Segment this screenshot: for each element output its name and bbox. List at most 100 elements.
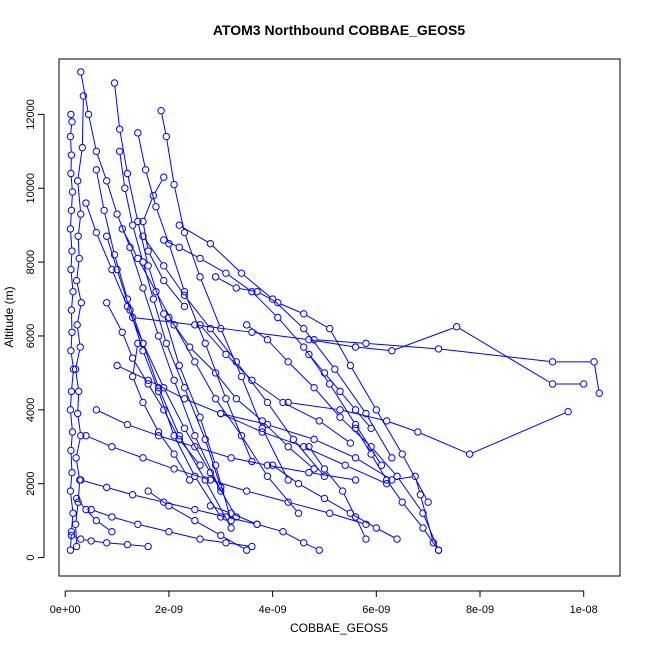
data-point — [108, 443, 116, 451]
data-point — [320, 472, 329, 480]
series-segment — [312, 339, 353, 347]
series-segment — [175, 456, 189, 478]
data-point — [121, 184, 129, 192]
series-segment — [206, 346, 226, 396]
series-segment — [107, 305, 122, 330]
series-segment — [331, 386, 355, 422]
data-point — [305, 335, 313, 344]
data-point — [84, 110, 93, 119]
data-point — [305, 468, 313, 477]
data-point — [108, 527, 116, 536]
data-point — [253, 520, 261, 528]
data-point — [77, 68, 85, 76]
series-37 — [139, 173, 189, 311]
series-segment — [74, 536, 78, 539]
series-36 — [72, 494, 116, 536]
series-segment — [198, 447, 228, 458]
data-point — [227, 454, 235, 462]
series-segment — [165, 268, 183, 293]
series-segment — [170, 320, 188, 345]
series-20 — [139, 232, 329, 480]
data-point — [139, 217, 147, 226]
series-segment — [77, 151, 83, 178]
data-point — [346, 361, 355, 370]
data-point — [76, 343, 84, 351]
data-point — [73, 177, 82, 185]
data-point — [67, 206, 76, 215]
series-segment — [239, 288, 254, 292]
series-segment — [224, 413, 265, 425]
series-segment — [221, 331, 241, 374]
data-point — [206, 476, 215, 484]
series-segment — [186, 297, 209, 327]
data-point — [66, 546, 75, 554]
series-segment — [141, 524, 166, 532]
series-segment — [229, 517, 254, 524]
series-segment — [115, 447, 140, 458]
series-35 — [67, 531, 152, 551]
series-segment — [238, 400, 260, 419]
data-point — [134, 339, 142, 348]
data-point — [92, 228, 101, 237]
data-point — [338, 487, 347, 495]
data-point — [77, 535, 85, 543]
data-point — [227, 524, 235, 532]
series-segment — [243, 438, 266, 474]
data-point — [110, 251, 119, 259]
series-segment — [138, 136, 146, 167]
data-point — [67, 347, 75, 355]
data-point — [157, 107, 165, 115]
data-point — [367, 443, 375, 451]
data-point — [165, 527, 173, 536]
series-segment — [70, 335, 73, 348]
series-segment — [130, 425, 156, 435]
data-point — [372, 406, 381, 414]
series-31 — [128, 339, 194, 484]
data-point — [175, 435, 183, 444]
data-point — [237, 372, 246, 381]
series-segment — [348, 466, 384, 483]
series-segment — [166, 241, 177, 247]
data-point — [82, 505, 90, 514]
data-point — [465, 450, 474, 458]
series-segment — [154, 180, 163, 193]
series-segment — [144, 238, 163, 264]
data-point — [595, 389, 603, 397]
data-point — [320, 465, 329, 473]
data-point — [351, 420, 360, 429]
data-point — [170, 321, 178, 329]
data-point — [139, 284, 147, 292]
series-segment — [180, 438, 204, 478]
data-point — [115, 125, 124, 133]
series-segment — [143, 291, 158, 333]
data-point — [325, 509, 334, 517]
data-point — [82, 199, 90, 207]
series-segment — [177, 469, 208, 480]
series-segment — [167, 346, 184, 385]
data-point — [217, 531, 225, 540]
series-segment — [149, 386, 163, 407]
series-segment — [174, 383, 195, 433]
data-point — [68, 428, 77, 436]
series-segment — [254, 293, 276, 316]
data-point — [305, 443, 313, 451]
data-point — [68, 188, 77, 196]
data-point — [77, 431, 85, 440]
series-segment — [166, 140, 175, 182]
series-segment — [76, 283, 82, 300]
data-point — [548, 380, 557, 388]
series-segment — [306, 315, 327, 328]
series-segment — [94, 540, 104, 543]
series-segment — [70, 140, 72, 152]
series-segment — [160, 434, 173, 452]
series-segment — [330, 331, 350, 363]
series-segment — [213, 480, 244, 491]
series-10 — [211, 273, 432, 506]
data-point — [351, 343, 360, 351]
data-point — [160, 310, 168, 318]
data-point — [103, 483, 111, 492]
series-segment — [151, 381, 182, 398]
series-segment — [175, 327, 194, 359]
series-segment — [97, 154, 106, 178]
data-point — [128, 491, 137, 499]
